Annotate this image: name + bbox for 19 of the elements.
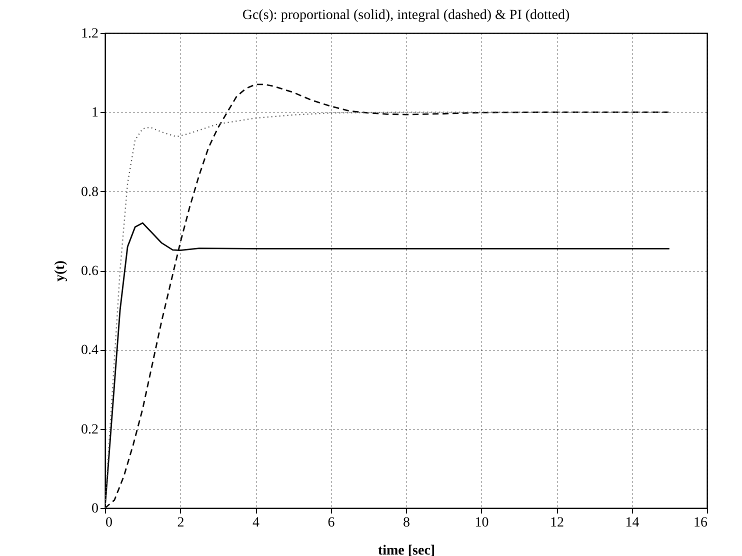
x-tick-label: 16 — [694, 516, 708, 530]
x-tick-label: 8 — [403, 516, 410, 530]
x-tick-label: 0 — [106, 516, 112, 530]
y-tick-label: 0.8 — [81, 184, 98, 200]
y-tick-label: 0 — [92, 502, 98, 516]
y-axis-title: y(t) — [53, 260, 68, 282]
y-tick-label: 0.4 — [81, 343, 98, 358]
x-tick-label: 10 — [474, 516, 489, 530]
y-tick-label: 0.2 — [81, 422, 98, 438]
chart-title: Gc(s): proportional (solid), integral (dashed) & PI (dotted) — [242, 8, 570, 23]
y-tick-label: 1.2 — [81, 26, 98, 42]
x-tick-label: 2 — [177, 516, 184, 530]
x-axis-title: time [sec] — [378, 544, 436, 556]
x-tick-label: 14 — [625, 516, 640, 530]
y-tick-label: 0.6 — [81, 264, 98, 279]
x-tick-label: 4 — [252, 516, 260, 530]
y-tick-label: 1 — [92, 106, 98, 121]
x-tick-label: 12 — [550, 516, 564, 530]
x-tick-label: 6 — [328, 516, 335, 530]
